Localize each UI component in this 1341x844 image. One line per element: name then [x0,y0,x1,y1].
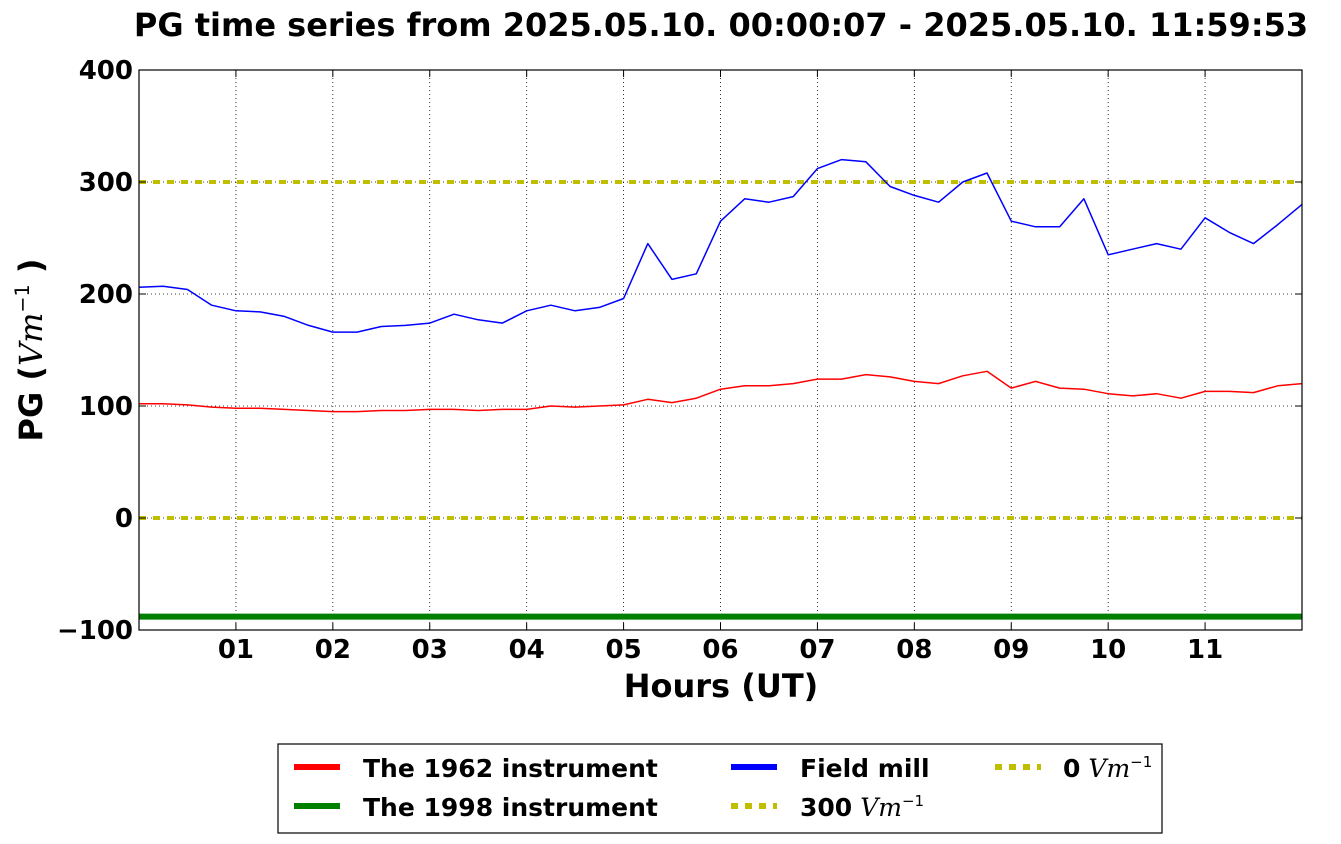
y-tick-label: 100 [79,392,133,422]
legend-label-1998-instrument: The 1998 instrument [363,793,658,822]
y-tick-label: −100 [57,616,133,646]
x-axis-label: Hours (UT) [624,667,819,705]
x-tick-label: 11 [1187,635,1223,665]
legend-label-300-reference: 300 Vm−1 [800,792,924,822]
x-tick-label: 10 [1090,635,1126,665]
y-tick-label: 0 [115,504,133,534]
chart-title: PG time series from 2025.05.10. 00:00:07… [134,6,1308,44]
x-tick-label: 05 [605,635,641,665]
x-tick-label: 02 [315,635,351,665]
series-layer [138,158,1303,620]
y-axis-label: PG (Vm−1 ) [11,259,50,442]
x-tick-label: 09 [993,635,1029,665]
legend-label-1962-instrument: The 1962 instrument [363,754,658,783]
legend-label-field-mill: Field mill [800,754,930,783]
x-tick-label: 08 [896,635,932,665]
legend-label-0-reference: 0 Vm−1 [1063,753,1152,783]
y-tick-label: 400 [79,56,133,86]
series-field-mill [138,158,1303,333]
x-tick-label: 06 [702,635,738,665]
legend: The 1962 instrument The 1998 instrument … [277,743,1163,834]
x-tick-label: 04 [509,635,545,665]
grid-lines [139,70,1302,630]
y-tick-label: 200 [79,280,133,310]
x-tick-label: 03 [412,635,448,665]
y-tick-label: 300 [79,168,133,198]
series-1962-instrument [139,370,1303,413]
x-axis-ticks: 01 02 03 04 05 06 07 08 09 10 11 [218,70,1223,665]
legend-box [277,743,1163,834]
y-axis-ticks: −100 0 100 200 300 400 [57,56,1302,646]
x-tick-label: 07 [799,635,835,665]
x-tick-label: 01 [218,635,254,665]
